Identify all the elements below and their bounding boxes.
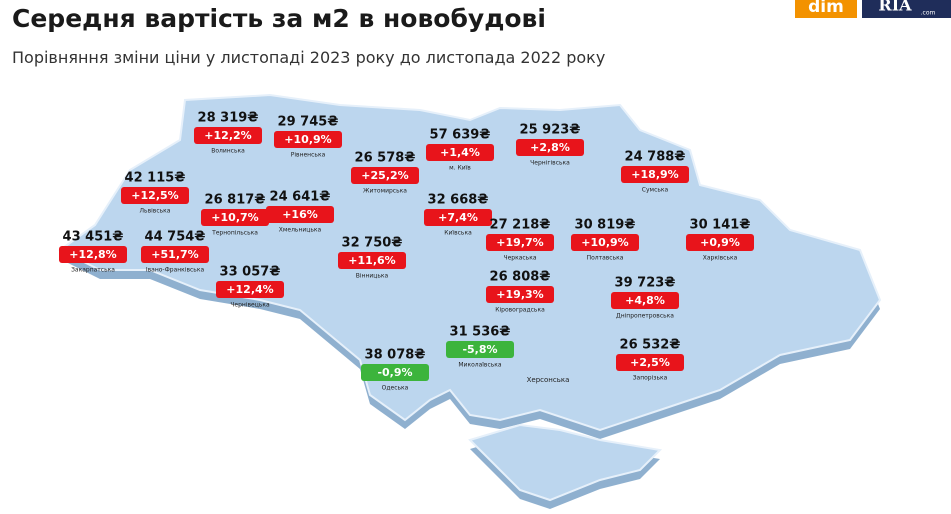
region-change: +10,9% [581, 236, 628, 249]
region-change: +2,5% [630, 356, 670, 369]
change-badge [216, 281, 284, 298]
region-change: +7,4% [438, 211, 478, 224]
region-change: +12,4% [226, 283, 273, 296]
region-name: Чернівецька [230, 302, 270, 309]
region-price: 26 578₴ [355, 151, 416, 166]
change-badge [426, 144, 494, 161]
region-name: Івано-Франківська [146, 267, 205, 274]
region-price: 30 141₴ [690, 218, 751, 233]
region-change: +0,9% [700, 236, 740, 249]
region-change: +25,2% [361, 169, 408, 182]
region-name: Харківська [703, 255, 738, 262]
change-badge [274, 131, 342, 148]
region-name: Закарпатська [71, 267, 115, 274]
region-price: 42 115₴ [125, 171, 186, 186]
region-change: +19,3% [496, 288, 543, 301]
region-change: -0,9% [377, 366, 412, 379]
region-change: +12,2% [204, 129, 251, 142]
change-badge [121, 187, 189, 204]
region-name: Львівська [140, 208, 171, 215]
region-name: Одеська [382, 385, 409, 392]
region-name: Рівненська [291, 152, 326, 159]
change-badge [201, 209, 269, 226]
change-badge [361, 364, 429, 381]
region-name: Сумська [642, 187, 669, 194]
region-change: +10,7% [211, 211, 258, 224]
change-badge [351, 167, 419, 184]
region-name: Волинська [211, 148, 245, 155]
region-change: +19,7% [496, 236, 543, 249]
region-name: Миколаївська [458, 362, 502, 369]
region-name: Київська [444, 230, 472, 237]
region-price: 29 745₴ [278, 115, 339, 130]
region-price: 43 451₴ [63, 230, 124, 245]
change-badge [424, 209, 492, 226]
region-change: +10,9% [284, 133, 331, 146]
region-name: Житомирська [363, 188, 407, 195]
region-name: Запорізька [633, 375, 668, 382]
region-name: м. Київ [449, 165, 471, 172]
region-name: Черкаська [503, 255, 536, 262]
logo-box-left [795, 0, 857, 18]
logo-box-right [862, 0, 951, 18]
region-change: +18,9% [631, 168, 678, 181]
change-badge [621, 166, 689, 183]
region-change: +2,8% [530, 141, 570, 154]
region-price: 26 817₴ [205, 193, 266, 208]
region-change: +11,6% [348, 254, 395, 267]
region-price: 32 668₴ [428, 193, 489, 208]
region-price: 32 750₴ [342, 236, 403, 251]
region-price: 26 808₴ [490, 270, 551, 285]
logo-left: dim [808, 0, 844, 17]
change-badge [611, 292, 679, 309]
region-price: 57 639₴ [430, 128, 491, 143]
change-badge [338, 252, 406, 269]
region-price: 44 754₴ [145, 230, 206, 245]
change-badge [141, 246, 209, 263]
region-price: 25 923₴ [520, 123, 581, 138]
region-price: 27 218₴ [490, 218, 551, 233]
region-name: Полтавська [587, 255, 624, 262]
region-price: 39 723₴ [615, 276, 676, 291]
region-name: Хмельницька [279, 227, 322, 234]
region-change: +12,5% [131, 189, 178, 202]
region-name: Херсонська [527, 376, 570, 384]
change-badge [571, 234, 639, 251]
region-name: Вінницька [356, 273, 389, 280]
logo-right: RIA [878, 0, 912, 15]
change-badge [486, 234, 554, 251]
change-badge [486, 286, 554, 303]
change-badge [194, 127, 262, 144]
change-badge [686, 234, 754, 251]
region-name: Кіровоградська [495, 307, 545, 314]
title: Середня вартість за м2 в новобудові [12, 4, 546, 33]
logo-suffix: .com [921, 10, 936, 17]
region-price: 30 819₴ [575, 218, 636, 233]
region-change: +51,7% [151, 248, 198, 261]
region-change: +12,8% [69, 248, 116, 261]
change-badge [446, 341, 514, 358]
region-name: Дніпропетровська [616, 313, 674, 320]
region-price: 31 536₴ [450, 325, 511, 340]
region-name: Тернопільська [211, 230, 258, 237]
region-change: +16% [282, 208, 318, 221]
region-price: 24 641₴ [270, 190, 331, 205]
region-price: 24 788₴ [625, 150, 686, 165]
region-price: 33 057₴ [220, 265, 281, 280]
change-badge [59, 246, 127, 263]
region-change: +4,8% [625, 294, 665, 307]
region-name: Чернігівська [530, 160, 570, 167]
change-badge [516, 139, 584, 156]
change-badge [266, 206, 334, 223]
region-price: 38 078₴ [365, 348, 426, 363]
region-price: 28 319₴ [198, 111, 259, 126]
subtitle: Порівняння зміни ціни у листопаді 2023 р… [12, 48, 606, 67]
region-price: 26 532₴ [620, 338, 681, 353]
region-change: -5,8% [462, 343, 497, 356]
region-change: +1,4% [440, 146, 480, 159]
change-badge [616, 354, 684, 371]
